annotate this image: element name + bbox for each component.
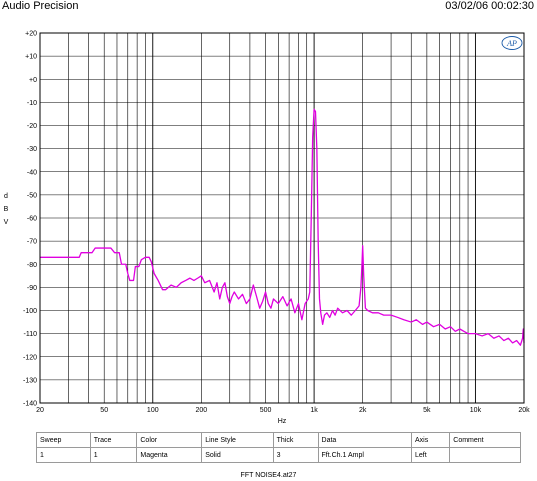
y-tick-label: -40 [27, 169, 37, 176]
logo-text: AP [506, 39, 517, 48]
chart-series [40, 108, 525, 346]
y-tick-label: -130 [23, 377, 37, 384]
y-label-char: V [4, 219, 9, 226]
legend-header-cell: Data [317, 432, 413, 448]
legend-header-cell: Thick [272, 432, 319, 448]
legend-header-row: Sweep Trace Color Line Style Thick Data Axis Co… [36, 432, 521, 448]
ap-logo-icon: AP [501, 36, 523, 50]
x-tick-label: 500 [260, 407, 272, 414]
tick-labels: +20 +10 +0 -10 -20 -30 -40 -50 -60 -70 -80 -90 -100 -… [23, 31, 530, 415]
chart-grid [39, 32, 525, 404]
y-label-char: d [4, 193, 8, 200]
legend-cell: 3 [272, 447, 319, 463]
legend-row: 1 1 Magenta Solid 3 Fft.Ch.1 Ampl Left [36, 447, 521, 463]
x-tick-label: 50 [100, 407, 108, 414]
trace-legend-table: Sweep Trace Color Line Style Thick Data Axis Co… [36, 432, 521, 463]
legend-header-cell: Color [136, 432, 203, 448]
y-tick-label: -140 [23, 401, 37, 408]
legend-header-cell: Comment [449, 432, 521, 448]
x-tick-label: 20 [36, 407, 44, 414]
x-tick-label: 2k [359, 407, 367, 414]
x-axis-label: Hz [278, 418, 287, 425]
series-line [40, 108, 525, 346]
legend-header-cell: Trace [89, 432, 138, 448]
y-tick-label: -60 [27, 216, 37, 223]
x-tick-label: 20k [518, 407, 530, 414]
y-tick-label: -110 [24, 331, 38, 338]
y-tick-label: +0 [29, 77, 37, 84]
legend-header-cell: Sweep [36, 432, 91, 448]
y-tick-label: -90 [27, 285, 37, 292]
y-label-char: B [4, 206, 9, 213]
app-title: Audio Precision [2, 0, 79, 12]
x-tick-label: 5k [423, 407, 431, 414]
legend-cell: 1 [36, 447, 91, 463]
timestamp: 03/02/06 00:02:30 [445, 0, 534, 12]
file-name: FFT NOISE4.at27 [240, 472, 297, 479]
fft-chart: +20 +10 +0 -10 -20 -30 -40 -50 -60 -70 -80 -90 -100 -… [4, 31, 530, 426]
y-tick-label: -20 [27, 123, 37, 130]
x-tick-label: 1k [310, 407, 318, 414]
y-tick-label: -100 [23, 308, 37, 315]
y-tick-label: -30 [27, 146, 37, 153]
y-tick-label: -70 [27, 239, 37, 246]
x-tick-label: 100 [147, 407, 159, 414]
y-tick-label: +20 [25, 31, 37, 38]
y-tick-label: -50 [27, 192, 37, 199]
x-tick-label: 200 [195, 407, 207, 414]
y-axis-label: dBV [4, 193, 9, 226]
legend-cell: Fft.Ch.1 Ampl [317, 447, 413, 463]
legend-cell: Magenta [136, 447, 203, 463]
y-tick-label: -10 [27, 100, 37, 107]
legend-header-cell: Axis [410, 432, 451, 448]
y-tick-label: -120 [23, 354, 37, 361]
x-tick-label: 10k [470, 407, 482, 414]
y-tick-label: -80 [27, 262, 37, 269]
legend-cell: Solid [201, 447, 274, 463]
legend-header-cell: Line Style [201, 432, 274, 448]
plot-frame [39, 32, 525, 404]
legend-cell: Left [410, 447, 451, 463]
legend-cell: 1 [89, 447, 138, 463]
y-tick-label: +10 [25, 54, 37, 61]
legend-cell [449, 447, 521, 463]
